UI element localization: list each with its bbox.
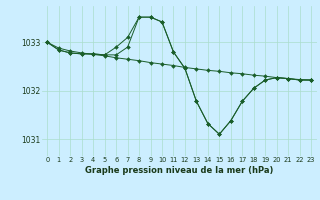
X-axis label: Graphe pression niveau de la mer (hPa): Graphe pression niveau de la mer (hPa) [85, 166, 273, 175]
